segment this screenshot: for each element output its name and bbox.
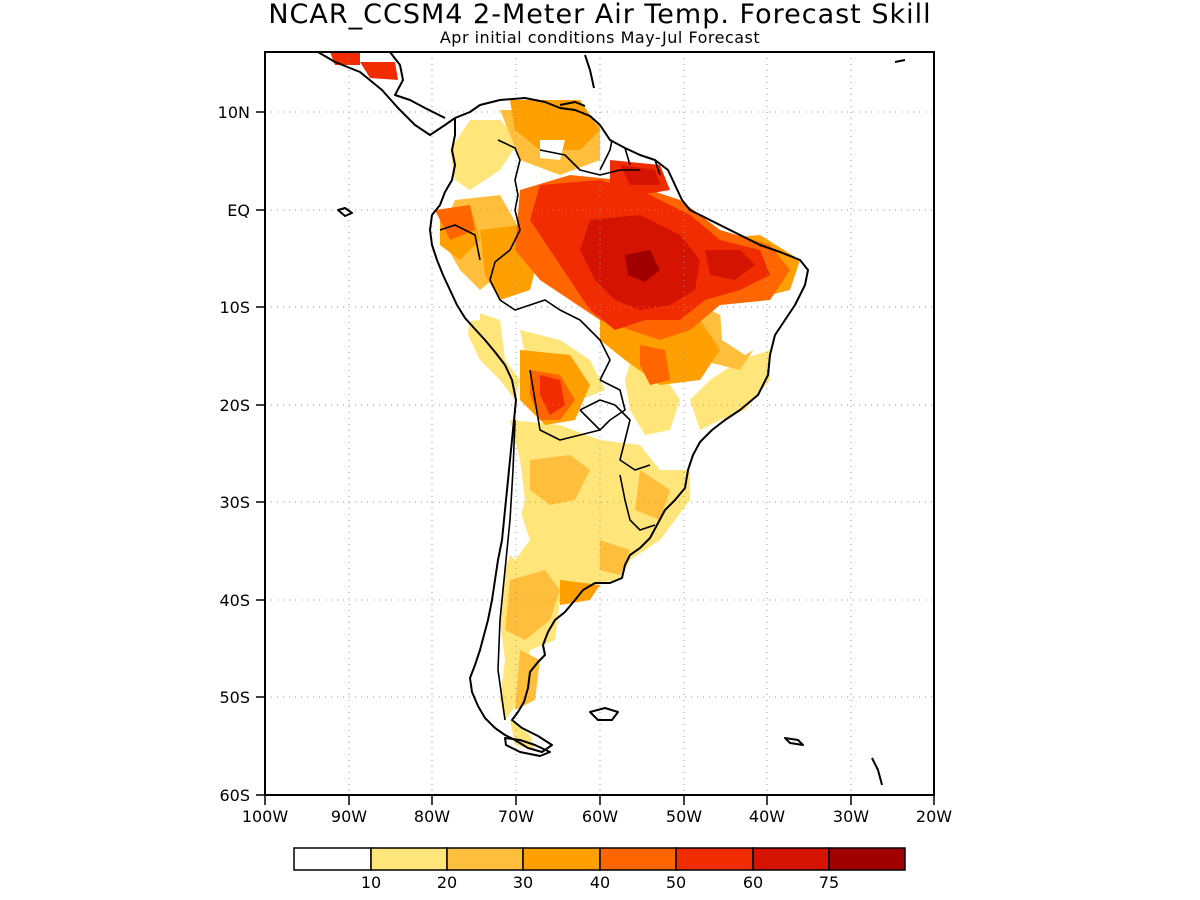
- y-tick-label: 40S: [219, 591, 250, 610]
- south-america-coast: [429, 97, 809, 753]
- y-tick-label: 60S: [219, 786, 250, 805]
- country-borders: [439, 139, 661, 721]
- x-tick-label: 100W: [242, 807, 289, 826]
- y-tick-label: 20S: [219, 396, 250, 415]
- x-tick-label: 80W: [414, 807, 450, 826]
- colorbar-swatch: [522, 847, 601, 871]
- border-bolivia: [579, 379, 626, 431]
- y-axis-labels: 10N EQ 10S 20S 30S 40S 50S 60S: [218, 103, 250, 805]
- border-paraguay-north: [579, 399, 616, 411]
- tierra-del-fuego: [504, 737, 551, 757]
- x-axis-labels: 100W 90W 80W 70W 60W 50W 40W 30W 20W: [242, 807, 952, 826]
- x-tick-label: 40W: [749, 807, 785, 826]
- border-colombia-brazil-peru: [489, 139, 611, 381]
- colorbar-label: 10: [361, 873, 381, 892]
- colorbar: 10 20 30 40 50 60 75: [293, 847, 906, 892]
- south-sandwich-islands: [871, 757, 883, 786]
- border-bolivia-west: [529, 369, 601, 441]
- colorbar-swatch: [828, 847, 906, 871]
- border-suriname: [624, 147, 631, 166]
- y-tick-label: EQ: [227, 201, 250, 220]
- y-tick-label: 10N: [218, 103, 250, 122]
- falkland-islands: [589, 707, 619, 721]
- central-america-coast: [317, 52, 456, 136]
- map-title: NCAR_CCSM4 2-Meter Air Temp. Forecast Sk…: [268, 0, 932, 30]
- colorbar-label: 60: [743, 873, 763, 892]
- atlantic-island: [894, 59, 906, 63]
- colorbar-swatch: [293, 847, 372, 871]
- colorbar-swatch: [446, 847, 524, 871]
- border-guyana: [599, 139, 613, 171]
- border-ecuador: [439, 224, 481, 261]
- lesser-antilles: [584, 54, 595, 89]
- colorbar-swatch: [370, 847, 448, 871]
- border-venezuela-brazil: [539, 149, 640, 176]
- x-tick-label: 50W: [666, 807, 702, 826]
- y-tick-label: 30S: [219, 493, 250, 512]
- border-uruguay: [619, 474, 656, 531]
- colorbar-label: 75: [819, 873, 839, 892]
- colorbar-label: 30: [513, 873, 533, 892]
- central-america-coast-north: [389, 52, 446, 119]
- x-tick-label: 70W: [498, 807, 534, 826]
- border-french-guiana: [654, 159, 661, 176]
- border-paraguay-brazil: [614, 404, 651, 471]
- caribbean-islands: [559, 101, 586, 107]
- x-tick-label: 30W: [833, 807, 869, 826]
- colorbar-label: 50: [666, 873, 686, 892]
- coastlines: [317, 52, 906, 786]
- colorbar-swatch: [675, 847, 754, 871]
- south-georgia: [784, 737, 804, 746]
- x-tick-label: 60W: [582, 807, 618, 826]
- skill-field: [330, 52, 800, 750]
- colorbar-swatch: [599, 847, 677, 871]
- colorbar-label: 40: [590, 873, 610, 892]
- skill-level-75-plus: [625, 250, 660, 282]
- map-subtitle: Apr initial conditions May-Jul Forecast: [439, 28, 761, 47]
- colorbar-label: 20: [437, 873, 457, 892]
- galapagos-islands: [337, 207, 353, 217]
- y-tick-label: 50S: [219, 688, 250, 707]
- x-tick-label: 20W: [916, 807, 952, 826]
- x-tick-label: 90W: [331, 807, 367, 826]
- colorbar-swatch: [752, 847, 830, 871]
- border-chile-argentina: [497, 419, 516, 721]
- y-tick-label: 10S: [219, 298, 250, 317]
- tick-marks: [256, 111, 935, 805]
